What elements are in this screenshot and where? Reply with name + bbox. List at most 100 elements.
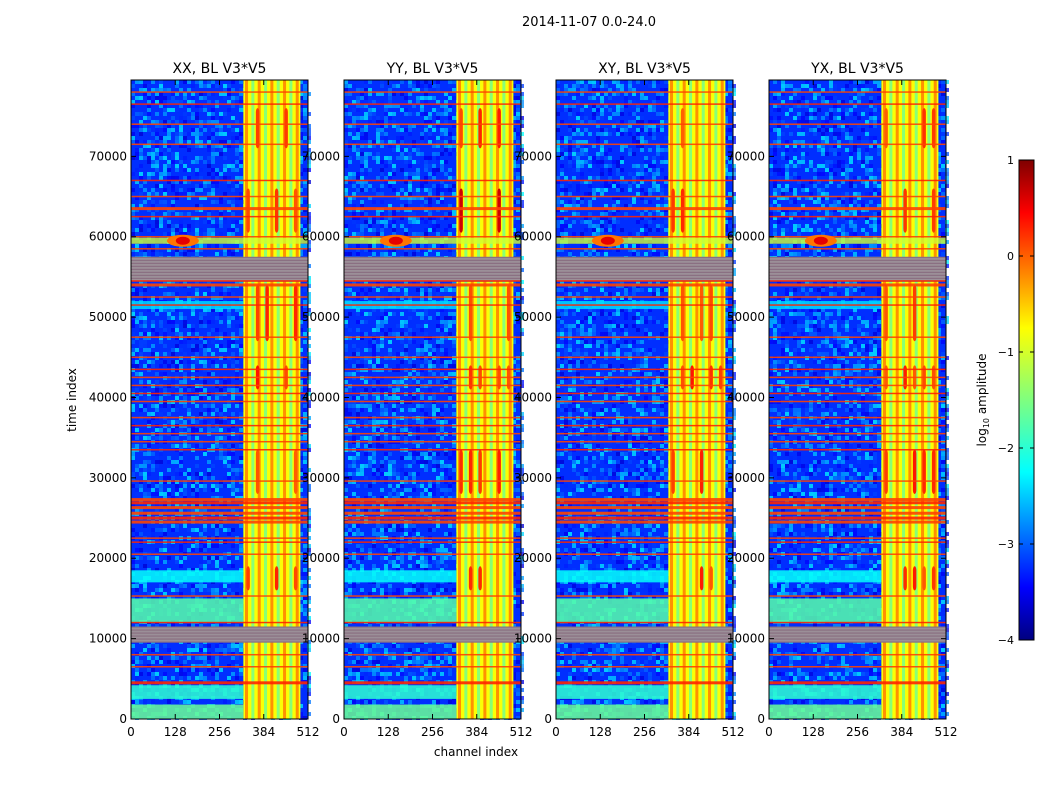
- y-tick-label: 40000: [302, 390, 340, 404]
- hot-row: [556, 237, 733, 244]
- x-tick-label: 128: [377, 725, 400, 739]
- y-tick-label: 40000: [89, 390, 127, 404]
- time-range-band: [131, 598, 244, 623]
- flagged-band: [556, 626, 733, 643]
- time-range-band: [131, 685, 244, 699]
- x-tick-label: 0: [552, 725, 560, 739]
- flagged-band: [769, 626, 946, 643]
- hot-spot: [813, 236, 828, 245]
- rfi-channel-stripes: [670, 80, 724, 719]
- x-tick-label: 384: [677, 725, 700, 739]
- time-range-band: [344, 704, 457, 719]
- flagged-band: [556, 256, 733, 282]
- flagged-band: [131, 626, 308, 643]
- y-tick-label: 0: [757, 712, 765, 726]
- x-tick-label: 512: [297, 725, 320, 739]
- time-range-band: [556, 570, 669, 583]
- colorbar-tick-label: −4: [998, 634, 1014, 647]
- time-range-band: [769, 570, 882, 583]
- y-tick-label: 70000: [514, 149, 552, 163]
- y-tick-label: 30000: [727, 471, 765, 485]
- x-axis-label: channel index: [434, 745, 518, 759]
- x-tick-label: 512: [510, 725, 533, 739]
- x-tick-label: 256: [846, 725, 869, 739]
- panel-title: XY, BL V3*V5: [598, 61, 691, 77]
- rfi-hot-blocks: [671, 108, 723, 591]
- time-range-band: [556, 685, 669, 699]
- time-range-band: [556, 598, 669, 623]
- time-range-band: [769, 704, 882, 719]
- y-tick-label: 50000: [302, 310, 340, 324]
- y-tick-label: 0: [544, 712, 552, 726]
- y-tick-label: 60000: [89, 230, 127, 244]
- y-tick-label: 30000: [302, 471, 340, 485]
- x-tick-label: 256: [633, 725, 656, 739]
- y-tick-label: 20000: [727, 551, 765, 565]
- colorbar-label: log10 amplitude: [975, 354, 991, 447]
- flagged-band: [344, 256, 521, 282]
- hot-spot: [600, 236, 615, 245]
- rfi-hot-blocks: [246, 108, 298, 591]
- y-tick-label: 30000: [89, 471, 127, 485]
- x-tick-label: 128: [164, 725, 187, 739]
- y-tick-label: 70000: [302, 149, 340, 163]
- x-tick-label: 512: [722, 725, 745, 739]
- y-tick-label: 40000: [727, 390, 765, 404]
- time-range-band: [131, 704, 244, 719]
- y-tick-label: 70000: [727, 149, 765, 163]
- rfi-time-lines: [556, 91, 733, 685]
- colorbar: 1 0 −1 −2 −3 −4 log10 amplitude: [975, 154, 1035, 647]
- x-tick-label: 0: [127, 725, 135, 739]
- x-tick-label: 384: [890, 725, 913, 739]
- figure-suptitle: 2014-11-07 0.0-24.0: [522, 15, 656, 30]
- y-tick-label: 20000: [89, 551, 127, 565]
- flagged-band: [344, 626, 521, 643]
- time-range-band: [769, 685, 882, 699]
- rfi-channel-stripes: [883, 80, 937, 719]
- y-tick-label: 40000: [514, 390, 552, 404]
- hot-row: [344, 237, 521, 244]
- panel-title: YX, BL V3*V5: [810, 61, 904, 77]
- time-range-band: [769, 598, 882, 623]
- y-tick-label: 50000: [727, 310, 765, 324]
- panel-yy: 0 128 256 384 512 0 10000 20000 30000 40000 50000 6…: [302, 61, 533, 739]
- rfi-channel-stripes: [458, 80, 512, 719]
- panel-title: YY, BL V3*V5: [386, 61, 479, 77]
- y-tick-label: 70000: [89, 149, 127, 163]
- time-range-band: [131, 570, 244, 583]
- y-tick-label: 10000: [727, 632, 765, 646]
- rfi-hot-blocks: [459, 108, 511, 591]
- time-range-band: [344, 570, 457, 583]
- panel-xy: 0 128 256 384 512 0 10000 20000 30000 40000 50000 6…: [514, 61, 745, 739]
- y-tick-label: 50000: [514, 310, 552, 324]
- y-tick-label: 60000: [302, 230, 340, 244]
- rfi-time-lines: [131, 91, 308, 685]
- rfi-time-lines: [769, 91, 946, 685]
- x-tick-label: 256: [208, 725, 231, 739]
- y-tick-label: 10000: [89, 632, 127, 646]
- colorbar-tick-label: −2: [998, 442, 1014, 455]
- x-tick-label: 0: [340, 725, 348, 739]
- rfi-channel-stripes: [245, 80, 299, 719]
- y-tick-label: 20000: [514, 551, 552, 565]
- colorbar-tick-label: −3: [998, 538, 1014, 551]
- rfi-time-lines: [344, 91, 521, 685]
- y-tick-label: 10000: [302, 632, 340, 646]
- x-tick-label: 512: [935, 725, 958, 739]
- x-tick-label: 384: [465, 725, 488, 739]
- time-range-band: [344, 685, 457, 699]
- x-tick-label: 128: [802, 725, 825, 739]
- colorbar-tick-label: −1: [998, 346, 1014, 359]
- hot-row: [131, 237, 308, 244]
- x-tick-label: 128: [589, 725, 612, 739]
- panel-title: XX, BL V3*V5: [173, 61, 267, 77]
- panel-yx: 0 128 256 384 512 0 10000 20000 30000 40000 50000 6…: [727, 61, 958, 739]
- colorbar-gradient: [1018, 159, 1035, 641]
- hot-row: [769, 237, 946, 244]
- y-axis-label: time index: [65, 368, 79, 432]
- flagged-band: [769, 256, 946, 282]
- y-tick-label: 0: [119, 712, 127, 726]
- y-tick-label: 20000: [302, 551, 340, 565]
- hot-spot: [388, 236, 403, 245]
